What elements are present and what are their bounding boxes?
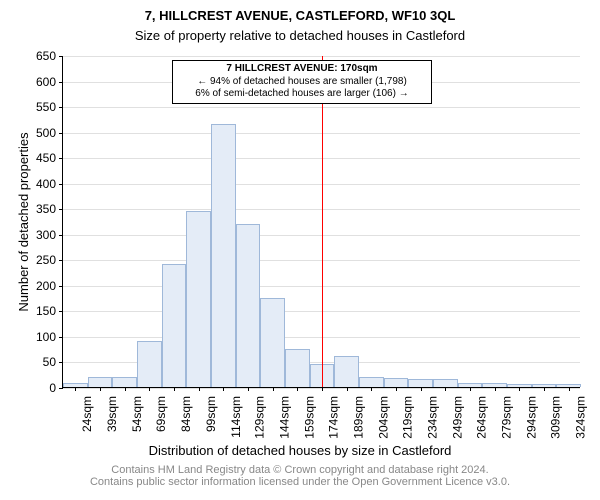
x-tick-label: 39sqm bbox=[105, 396, 119, 432]
x-tick-mark bbox=[199, 387, 200, 391]
x-tick-label: 174sqm bbox=[327, 396, 341, 439]
y-tick-label: 650 bbox=[24, 49, 56, 63]
y-tick-mark bbox=[59, 362, 63, 363]
y-tick-label: 450 bbox=[24, 151, 56, 165]
x-tick-mark bbox=[495, 387, 496, 391]
annotation-box: 7 HILLCREST AVENUE: 170sqm← 94% of detac… bbox=[172, 60, 432, 104]
annotation-line: ← 94% of detached houses are smaller (1,… bbox=[177, 76, 427, 89]
x-tick-mark bbox=[519, 387, 520, 391]
x-tick-mark bbox=[297, 387, 298, 391]
y-tick-label: 200 bbox=[24, 279, 56, 293]
histogram-bar bbox=[285, 349, 310, 387]
y-tick-label: 250 bbox=[24, 253, 56, 267]
x-tick-label: 324sqm bbox=[574, 396, 588, 439]
y-tick-mark bbox=[59, 56, 63, 57]
histogram-bar bbox=[260, 298, 285, 387]
x-tick-mark bbox=[100, 387, 101, 391]
y-tick-label: 350 bbox=[24, 202, 56, 216]
histogram-bar bbox=[162, 264, 187, 387]
x-tick-mark bbox=[223, 387, 224, 391]
histogram-bar bbox=[334, 356, 359, 387]
x-tick-label: 24sqm bbox=[80, 396, 94, 432]
annotation-line: 7 HILLCREST AVENUE: 170sqm bbox=[177, 63, 427, 76]
x-tick-mark bbox=[470, 387, 471, 391]
annotation-line: 6% of semi-detached houses are larger (1… bbox=[177, 88, 427, 101]
y-tick-mark bbox=[59, 82, 63, 83]
histogram-bar bbox=[211, 124, 236, 387]
x-tick-mark bbox=[544, 387, 545, 391]
y-tick-mark bbox=[59, 286, 63, 287]
x-tick-label: 69sqm bbox=[154, 396, 168, 432]
histogram-chart: 7, HILLCREST AVENUE, CASTLEFORD, WF10 3Q… bbox=[0, 0, 600, 500]
y-tick-label: 600 bbox=[24, 75, 56, 89]
x-tick-mark bbox=[149, 387, 150, 391]
x-tick-mark bbox=[248, 387, 249, 391]
x-tick-label: 219sqm bbox=[401, 396, 415, 439]
histogram-bar bbox=[433, 379, 458, 387]
histogram-bar bbox=[236, 224, 261, 387]
x-tick-label: 204sqm bbox=[376, 396, 390, 439]
y-tick-mark bbox=[59, 133, 63, 134]
y-tick-label: 300 bbox=[24, 228, 56, 242]
footer-line-2: Contains public sector information licen… bbox=[0, 476, 600, 488]
y-tick-label: 50 bbox=[24, 355, 56, 369]
plot-area: 7 HILLCREST AVENUE: 170sqm← 94% of detac… bbox=[62, 56, 580, 388]
histogram-bar bbox=[186, 211, 211, 387]
y-tick-mark bbox=[59, 184, 63, 185]
y-tick-label: 0 bbox=[24, 381, 56, 395]
y-tick-mark bbox=[59, 388, 63, 389]
x-tick-mark bbox=[396, 387, 397, 391]
x-tick-mark bbox=[125, 387, 126, 391]
x-tick-label: 309sqm bbox=[549, 396, 563, 439]
y-tick-mark bbox=[59, 260, 63, 261]
x-tick-mark bbox=[273, 387, 274, 391]
x-tick-label: 99sqm bbox=[204, 396, 218, 432]
x-tick-mark bbox=[421, 387, 422, 391]
y-tick-label: 500 bbox=[24, 126, 56, 140]
x-tick-mark bbox=[322, 387, 323, 391]
x-tick-label: 159sqm bbox=[302, 396, 316, 439]
histogram-bar bbox=[359, 377, 384, 387]
x-tick-label: 249sqm bbox=[450, 396, 464, 439]
x-tick-label: 114sqm bbox=[228, 396, 242, 438]
y-tick-mark bbox=[59, 209, 63, 210]
y-tick-label: 550 bbox=[24, 100, 56, 114]
y-tick-mark bbox=[59, 235, 63, 236]
y-tick-mark bbox=[59, 107, 63, 108]
x-tick-mark bbox=[569, 387, 570, 391]
y-tick-mark bbox=[59, 311, 63, 312]
x-tick-mark bbox=[75, 387, 76, 391]
histogram-bar bbox=[408, 379, 433, 387]
chart-footer: Contains HM Land Registry data © Crown c… bbox=[0, 464, 600, 488]
histogram-bar bbox=[112, 377, 137, 387]
y-tick-mark bbox=[59, 158, 63, 159]
histogram-bar bbox=[88, 377, 113, 387]
x-tick-label: 234sqm bbox=[426, 396, 440, 439]
x-tick-label: 264sqm bbox=[475, 396, 489, 439]
x-tick-mark bbox=[347, 387, 348, 391]
x-tick-label: 84sqm bbox=[179, 396, 193, 432]
x-tick-label: 54sqm bbox=[130, 396, 144, 432]
y-tick-mark bbox=[59, 337, 63, 338]
footer-line-1: Contains HM Land Registry data © Crown c… bbox=[0, 464, 600, 476]
histogram-bar bbox=[137, 341, 162, 387]
histogram-bar bbox=[384, 378, 409, 387]
x-tick-label: 279sqm bbox=[500, 396, 514, 439]
x-tick-mark bbox=[174, 387, 175, 391]
x-tick-mark bbox=[445, 387, 446, 391]
y-tick-label: 150 bbox=[24, 304, 56, 318]
x-tick-label: 144sqm bbox=[278, 396, 292, 439]
chart-title-sub: Size of property relative to detached ho… bbox=[0, 28, 600, 43]
x-tick-label: 129sqm bbox=[253, 396, 267, 439]
chart-title-main: 7, HILLCREST AVENUE, CASTLEFORD, WF10 3Q… bbox=[0, 8, 600, 23]
x-tick-mark bbox=[371, 387, 372, 391]
x-tick-label: 189sqm bbox=[352, 396, 366, 439]
x-tick-label: 294sqm bbox=[524, 396, 538, 439]
x-axis-label: Distribution of detached houses by size … bbox=[0, 443, 600, 458]
y-tick-label: 400 bbox=[24, 177, 56, 191]
y-tick-label: 100 bbox=[24, 330, 56, 344]
reference-line bbox=[322, 56, 323, 387]
